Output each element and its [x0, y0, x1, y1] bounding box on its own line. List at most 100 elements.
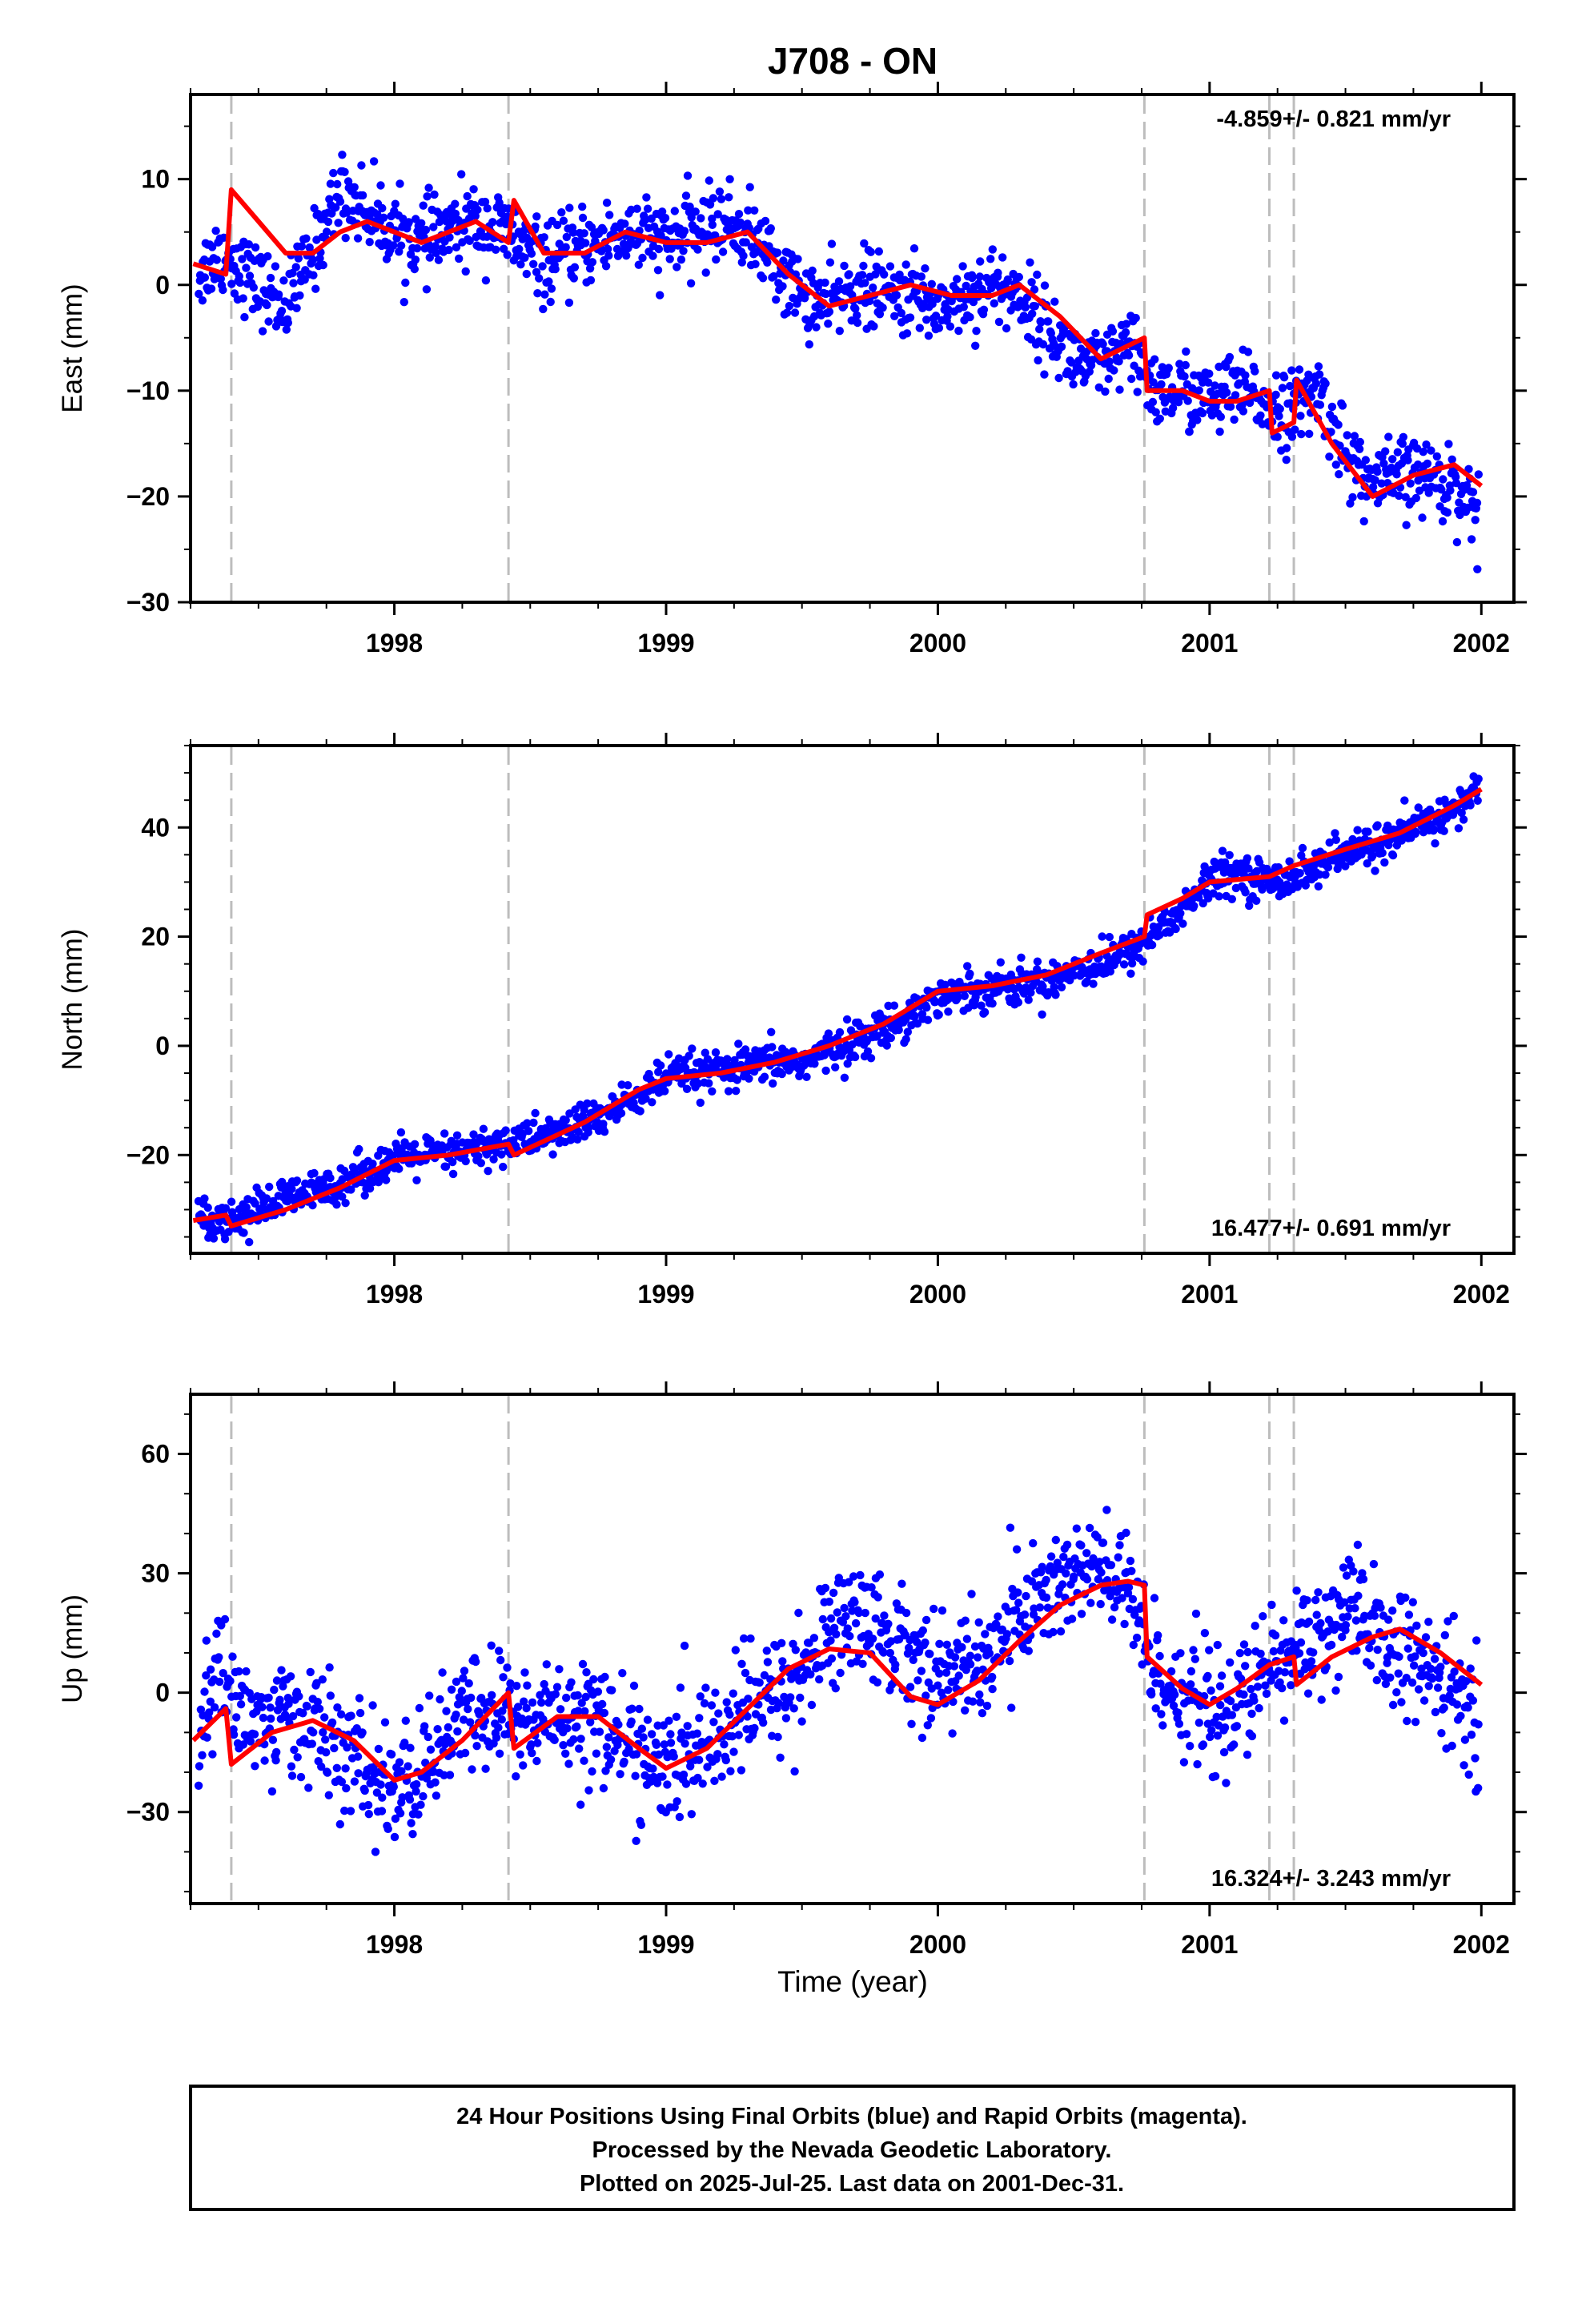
data-point — [235, 278, 245, 287]
data-point — [434, 255, 444, 264]
data-point — [1207, 1686, 1215, 1695]
data-point — [520, 1697, 528, 1706]
data-point — [685, 202, 694, 211]
data-point — [598, 1699, 607, 1709]
data-point — [841, 1612, 850, 1621]
data-point — [1421, 1633, 1431, 1642]
data-point — [701, 268, 710, 277]
data-point — [1331, 829, 1339, 838]
data-point — [401, 1716, 410, 1725]
data-point — [1403, 1644, 1413, 1653]
data-point — [194, 1781, 203, 1790]
data-point — [1271, 390, 1280, 400]
data-point — [535, 274, 544, 283]
data-point — [562, 1693, 571, 1703]
data-point — [1327, 402, 1337, 412]
data-point — [745, 183, 754, 191]
data-point — [880, 1611, 889, 1620]
data-point — [1105, 357, 1114, 366]
data-point — [445, 1771, 455, 1779]
data-point — [561, 1749, 570, 1758]
data-point — [737, 258, 746, 267]
data-point — [398, 1793, 407, 1802]
data-point — [293, 1753, 302, 1762]
data-point — [461, 267, 470, 276]
data-point — [1464, 1770, 1473, 1779]
data-point — [397, 1767, 406, 1775]
data-point — [1287, 1681, 1295, 1690]
data-point — [529, 1118, 538, 1128]
data-point — [235, 1691, 244, 1701]
data-point — [1430, 825, 1439, 834]
data-point — [856, 1570, 865, 1580]
data-point — [1030, 302, 1040, 311]
data-point — [1191, 1609, 1201, 1618]
data-point — [1124, 1582, 1134, 1592]
data-point — [358, 1728, 367, 1737]
data-point — [586, 275, 596, 285]
data-point — [1343, 431, 1351, 440]
data-point — [1450, 1667, 1459, 1676]
data-point — [713, 1750, 722, 1759]
data-point — [209, 1234, 219, 1243]
data-point — [1185, 427, 1194, 436]
data-point — [1069, 380, 1078, 389]
data-point — [552, 220, 562, 230]
data-point — [207, 243, 217, 251]
data-point — [959, 303, 969, 312]
data-point — [334, 219, 343, 227]
data-point — [405, 1795, 415, 1804]
data-point — [277, 1666, 286, 1675]
data-point — [421, 225, 431, 235]
data-point — [652, 1740, 661, 1749]
data-point — [438, 1668, 447, 1677]
data-point — [350, 1777, 359, 1786]
data-point — [600, 1672, 609, 1682]
data-point — [1437, 485, 1446, 494]
data-point — [404, 1762, 412, 1771]
data-point — [1223, 388, 1231, 397]
data-point — [1174, 398, 1183, 407]
data-point — [1243, 1751, 1252, 1759]
data-point — [679, 1770, 689, 1779]
data-point — [1214, 1721, 1223, 1730]
data-point — [287, 1771, 297, 1780]
data-point — [717, 1772, 726, 1781]
data-point — [1446, 486, 1455, 495]
data-point — [363, 1800, 373, 1810]
data-point — [786, 1693, 795, 1702]
data-point — [1082, 1575, 1092, 1584]
data-point — [1424, 1682, 1433, 1691]
data-point — [1030, 285, 1039, 294]
data-point — [533, 289, 542, 298]
data-point — [1122, 1528, 1130, 1538]
data-point — [922, 316, 931, 324]
data-point — [1422, 440, 1431, 449]
final-orbit-points — [194, 772, 1483, 1247]
data-point — [246, 1737, 255, 1746]
data-point — [967, 1590, 976, 1598]
data-point — [1213, 1731, 1223, 1740]
data-point — [739, 1634, 749, 1643]
data-point — [1250, 1696, 1259, 1705]
data-point — [249, 283, 258, 292]
data-point — [400, 1739, 409, 1747]
up-panel: 60 30 0 −30 1998 1999 2000 2001 2002 Up (mm) 16.32… — [57, 1381, 1527, 1959]
data-point — [1280, 1668, 1290, 1677]
data-point — [1403, 1716, 1411, 1726]
data-point — [1473, 565, 1482, 573]
data-point — [1377, 479, 1386, 488]
data-point — [807, 1700, 817, 1710]
data-point — [831, 1063, 840, 1072]
data-point — [1190, 902, 1199, 911]
data-point — [347, 1711, 355, 1720]
data-point — [1058, 1580, 1067, 1589]
data-point — [1262, 1689, 1271, 1699]
data-point — [532, 212, 541, 221]
data-point — [1439, 826, 1448, 835]
data-point — [1408, 1598, 1418, 1606]
data-point — [1127, 374, 1136, 384]
data-point — [1086, 1598, 1095, 1607]
data-point — [306, 1667, 315, 1677]
data-point — [1464, 464, 1473, 473]
